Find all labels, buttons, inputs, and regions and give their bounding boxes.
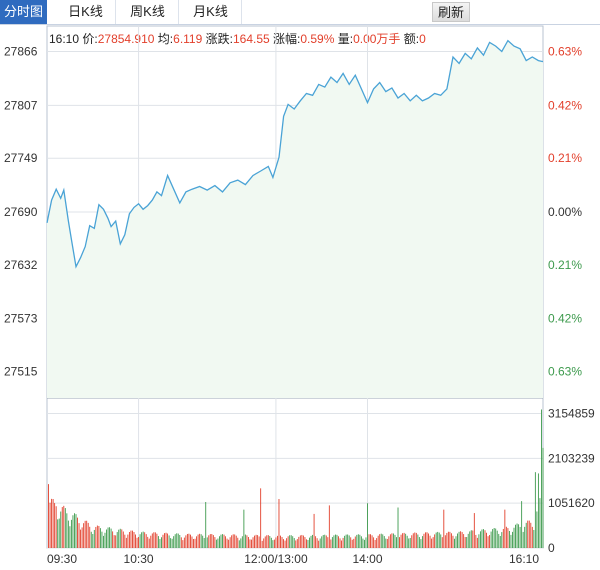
refresh-button[interactable]: 刷新 [432,2,470,22]
time-axis-label: 12:00/13:00 [244,552,308,566]
time-axis-label: 10:30 [124,552,154,566]
volume-tick-label: 3154859 [548,407,595,421]
change-label: 涨跌: [205,32,233,46]
avg-label: 均: [157,32,174,46]
avg-value: 6.119 [173,32,203,46]
volume-tick-label: 0 [548,541,555,555]
time-axis-label: 16:10 [509,552,539,566]
tab-daily-k[interactable]: 日K线 [56,0,116,24]
price-value: 27854.910 [97,32,155,46]
amount-label: 额: [403,32,420,46]
price-label: 价: [82,32,98,46]
chart-tab-bar: 分时图 日K线 周K线 月K线 刷新 [0,0,600,25]
volume-tick-label: 1051620 [548,496,595,510]
tab-intraday[interactable]: 分时图 [0,0,47,24]
pct-tick-label: 0.63% [548,365,582,379]
time-axis-label: 14:00 [352,552,382,566]
price-area-fill [47,40,543,398]
price-tick-label: 27807 [4,98,38,112]
quote-time: 16:10 [49,32,80,46]
price-tick-label: 27632 [4,258,38,272]
amount-value: 0 [419,32,426,46]
change-value: 164.55 [232,32,270,46]
pct-tick-label: 0.21% [548,151,582,165]
pct-tick-label: 0.42% [548,98,582,112]
tab-monthly-k[interactable]: 月K线 [180,0,242,24]
price-tick-label: 27515 [4,365,38,379]
tab-weekly-k[interactable]: 周K线 [117,0,179,24]
price-line [46,39,544,269]
change-pct-label: 涨幅: [273,32,301,46]
price-tick-label: 27690 [4,205,38,219]
pct-tick-label: 0.00% [548,205,582,219]
volume-tick-label: 2103239 [548,451,595,465]
time-axis-label: 09:30 [47,552,77,566]
pct-tick-label: 0.42% [548,312,582,326]
price-tick-label: 27866 [4,45,38,59]
quote-info-line: 16:10 价:27854.910 均:6.119 涨跌:164.55 涨幅:0… [49,30,426,47]
price-tick-label: 27573 [4,312,38,326]
volume-label: 量: [337,32,354,46]
pct-tick-label: 0.63% [548,45,582,59]
pct-tick-label: 0.21% [548,258,582,272]
volume-value: 0.00万手 [353,32,401,46]
change-pct-value: 0.59% [300,32,335,46]
price-tick-label: 27749 [4,151,38,165]
